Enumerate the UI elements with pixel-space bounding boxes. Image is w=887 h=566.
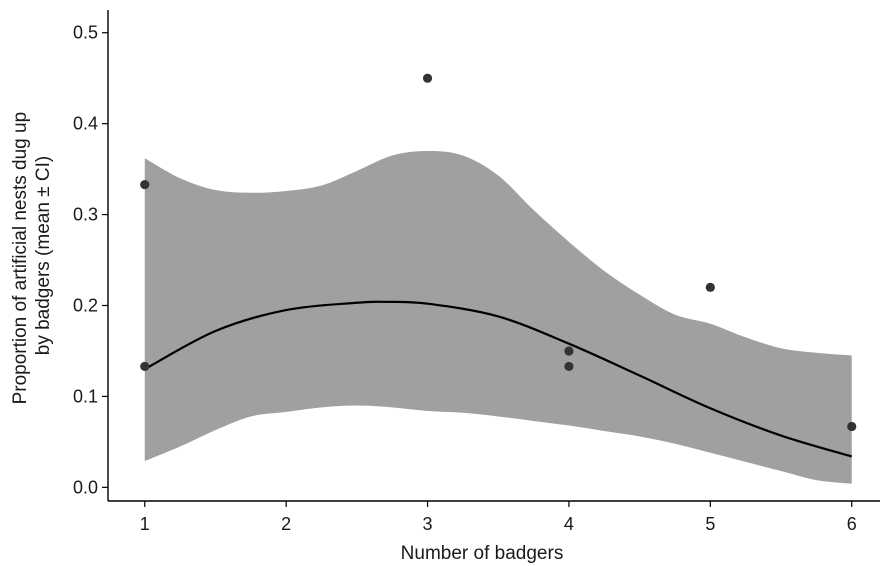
data-point <box>564 361 574 372</box>
data-point <box>705 282 715 292</box>
y-axis-title: Proportion of artificial nests dug up by… <box>10 107 54 405</box>
y-axis-title-line-2: by badgers (mean ± CI) <box>33 156 54 355</box>
x-tick-label: 3 <box>423 514 433 534</box>
x-tick-label: 4 <box>564 514 574 534</box>
data-point <box>422 73 433 83</box>
data-point <box>140 361 150 372</box>
data-points <box>140 73 857 432</box>
data-point <box>140 179 150 190</box>
y-tick-label: 0.1 <box>73 386 98 406</box>
y-tick-label: 0.2 <box>73 296 98 316</box>
fitted-line <box>144 300 853 458</box>
y-tick-label: 0.5 <box>73 23 98 43</box>
x-axis-title: Number of badgers <box>401 543 564 564</box>
y-axis-ticks: 0.0 0.1 0.2 0.3 0.4 0.5 <box>73 23 108 497</box>
plot-area <box>140 73 857 484</box>
y-tick-label: 0.3 <box>73 205 98 225</box>
x-tick-label: 6 <box>847 514 857 534</box>
data-point <box>847 421 857 432</box>
y-tick-label: 0.0 <box>73 477 98 497</box>
x-tick-label: 5 <box>705 514 715 534</box>
data-point <box>564 346 574 356</box>
x-tick-label: 1 <box>140 514 150 534</box>
x-axis-ticks: 1 2 3 4 5 6 <box>140 501 857 534</box>
x-tick-label: 2 <box>281 514 291 534</box>
y-tick-label: 0.4 <box>73 114 98 134</box>
y-axis-title-line-1: Proportion of artificial nests dug up <box>10 112 31 405</box>
